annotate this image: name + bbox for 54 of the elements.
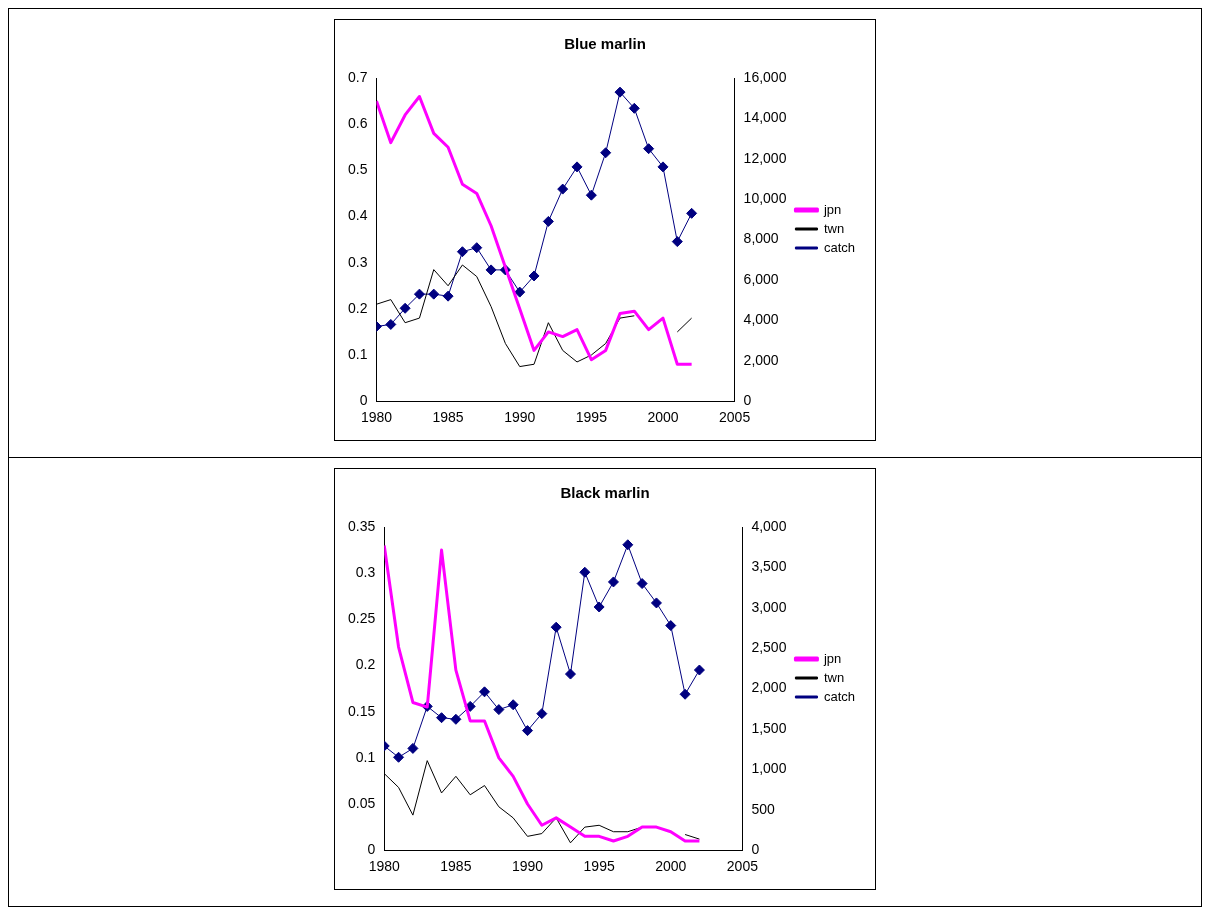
y2-tick-label: 3,500 xyxy=(751,558,787,575)
x-tick-label: 1995 xyxy=(575,409,608,426)
y-tick-label: 0 xyxy=(367,841,376,858)
y2-tick-label: 0 xyxy=(743,392,752,409)
y-tick-label: 0.25 xyxy=(348,610,376,627)
chart-title: Blue marlin xyxy=(564,35,646,53)
y2-tick-label: 12,000 xyxy=(743,149,787,166)
x-tick-label: 1980 xyxy=(360,409,393,426)
legend-label: twn xyxy=(823,220,845,236)
y2-tick-label: 14,000 xyxy=(743,109,787,126)
y2-tick-label: 1,500 xyxy=(751,719,787,736)
y2-tick-label: 2,000 xyxy=(751,679,787,696)
y-tick-label: 0.1 xyxy=(347,345,368,362)
x-tick-label: 2005 xyxy=(719,409,751,426)
y-tick-label: 0.4 xyxy=(347,207,368,224)
x-tick-label: 1985 xyxy=(432,409,464,426)
y-tick-label: 0.15 xyxy=(348,702,376,719)
legend-label: catch xyxy=(823,239,856,255)
y2-tick-label: 10,000 xyxy=(743,190,787,207)
y-tick-label: 0.05 xyxy=(348,794,376,811)
x-tick-label: 1980 xyxy=(368,858,401,875)
legend-label: catch xyxy=(823,688,856,704)
y2-tick-label: 6,000 xyxy=(743,270,779,287)
y-tick-label: 0.2 xyxy=(355,656,376,673)
x-tick-label: 1985 xyxy=(440,858,472,875)
x-tick-label: 2000 xyxy=(655,858,687,875)
y2-tick-label: 2,000 xyxy=(743,351,779,368)
y-tick-label: 0.3 xyxy=(347,253,368,270)
y-tick-label: 0.2 xyxy=(347,299,368,316)
y2-tick-label: 500 xyxy=(751,800,775,817)
y2-tick-label: 16,000 xyxy=(743,68,787,85)
y2-tick-label: 8,000 xyxy=(743,230,779,247)
y2-tick-label: 4,000 xyxy=(751,517,787,534)
y2-tick-label: 3,000 xyxy=(751,598,787,615)
y2-tick-label: 0 xyxy=(751,841,760,858)
chart-title: Black marlin xyxy=(560,484,650,502)
y-tick-label: 0.1 xyxy=(355,748,376,765)
x-tick-label: 2000 xyxy=(647,409,679,426)
y-tick-label: 0.5 xyxy=(347,161,368,178)
y-tick-label: 0 xyxy=(359,392,368,409)
x-tick-label: 2005 xyxy=(726,858,759,875)
x-tick-label: 1995 xyxy=(583,858,615,875)
y-tick-label: 0.35 xyxy=(348,517,376,534)
legend-label: jpn xyxy=(822,650,842,666)
legend-label: jpn xyxy=(822,201,842,217)
y-tick-label: 0.3 xyxy=(355,564,376,581)
y-tick-label: 0.7 xyxy=(347,68,368,85)
x-tick-label: 1990 xyxy=(511,858,544,875)
y-tick-label: 0.6 xyxy=(347,115,368,132)
legend-label: twn xyxy=(823,669,845,685)
y2-tick-label: 4,000 xyxy=(743,311,779,328)
x-tick-label: 1990 xyxy=(504,409,536,426)
y2-tick-label: 2,500 xyxy=(751,639,787,656)
y2-tick-label: 1,000 xyxy=(751,760,787,777)
